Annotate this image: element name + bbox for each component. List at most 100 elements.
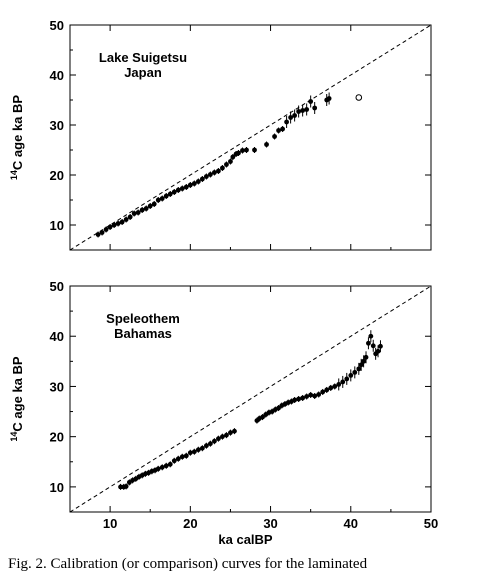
data-point (191, 449, 197, 455)
data-point (312, 393, 318, 399)
data-point (230, 154, 236, 160)
data-point (111, 222, 117, 228)
data-point (175, 187, 181, 193)
data-point (151, 201, 157, 207)
data-point (336, 382, 342, 387)
open-data-point (355, 94, 363, 101)
data-point (332, 384, 338, 389)
data-point (207, 441, 213, 447)
data-point (366, 340, 371, 346)
data-point (199, 445, 205, 451)
data-point (228, 159, 233, 164)
data-point (361, 358, 367, 364)
data-point (224, 432, 229, 438)
y-axis-label-text: C age ka BP (10, 95, 25, 170)
y-axis-label-superscript: 14 (9, 432, 19, 442)
y-tick-label: 10 (50, 480, 64, 495)
y-tick-label: 20 (50, 168, 64, 183)
data-point (244, 147, 249, 153)
data-point (320, 389, 326, 395)
y-tick-label: 40 (50, 68, 64, 83)
data-point (183, 453, 189, 459)
data-point (300, 108, 306, 113)
data-point (159, 464, 165, 470)
x-axis-label: ka calBP (218, 532, 273, 547)
data-point (264, 142, 269, 147)
x-tick-label: 10 (103, 516, 117, 531)
data-point (296, 109, 302, 114)
data-point (312, 105, 318, 111)
data-point (344, 376, 350, 382)
y-tick-label: 40 (50, 329, 64, 344)
data-point (370, 343, 376, 349)
data-point (107, 224, 113, 230)
data-point (187, 450, 193, 456)
data-point (363, 354, 369, 360)
data-point (220, 434, 225, 440)
data-point (228, 430, 233, 436)
data-point (348, 372, 354, 378)
data-point (252, 147, 257, 153)
data-point (292, 113, 298, 118)
data-point (368, 333, 374, 339)
x-tick-label: 50 (424, 516, 438, 531)
data-point (276, 128, 281, 133)
data-point (352, 369, 358, 375)
data-point (308, 99, 314, 104)
data-point (328, 385, 334, 391)
data-point (163, 463, 169, 469)
data-point (212, 170, 217, 175)
data-point (304, 107, 310, 112)
data-point (183, 184, 189, 190)
data-point (167, 191, 173, 197)
data-point (163, 193, 169, 199)
y-tick-label: 50 (50, 18, 64, 33)
data-point (123, 483, 129, 489)
y-axis-label: 14C age ka BP (9, 356, 25, 441)
panel-label-line: Lake Suigetsu (99, 50, 187, 65)
data-point (378, 343, 383, 349)
data-point (296, 396, 302, 402)
data-point (224, 162, 229, 167)
panel-label-line: Speleothem (106, 311, 180, 326)
data-point (232, 428, 237, 434)
data-point (280, 126, 285, 132)
data-point (155, 197, 161, 203)
data-point (147, 203, 153, 209)
data-point (99, 230, 105, 235)
data-point (143, 206, 149, 211)
data-point (324, 387, 330, 393)
data-point (171, 189, 177, 195)
data-point (203, 174, 209, 179)
data-point (175, 456, 181, 462)
y-tick-label: 30 (50, 118, 64, 133)
data-point (308, 392, 314, 398)
data-point (272, 134, 277, 139)
data-point (340, 379, 346, 385)
data-point (358, 362, 364, 368)
data-point (127, 214, 133, 220)
figure-caption: Fig. 2. Calibration (or comparison) curv… (8, 556, 368, 572)
data-point (375, 348, 381, 354)
reference-line-1-to-1 (69, 24, 432, 251)
data-point (356, 366, 362, 372)
x-tick-label: 40 (344, 516, 358, 531)
panel-label-line: Bahamas (114, 326, 172, 341)
data-point (240, 148, 245, 153)
plot-frame (69, 285, 432, 513)
y-tick-label: 10 (50, 218, 64, 233)
data-point (187, 182, 193, 188)
data-point (103, 227, 109, 232)
data-point (207, 172, 213, 177)
data-point (139, 207, 145, 213)
data-point (179, 454, 185, 460)
data-point (292, 397, 298, 403)
data-point (203, 443, 209, 449)
data-point (155, 466, 161, 472)
y-tick-label: 30 (50, 379, 64, 394)
data-point (326, 96, 332, 101)
data-point (115, 221, 121, 226)
